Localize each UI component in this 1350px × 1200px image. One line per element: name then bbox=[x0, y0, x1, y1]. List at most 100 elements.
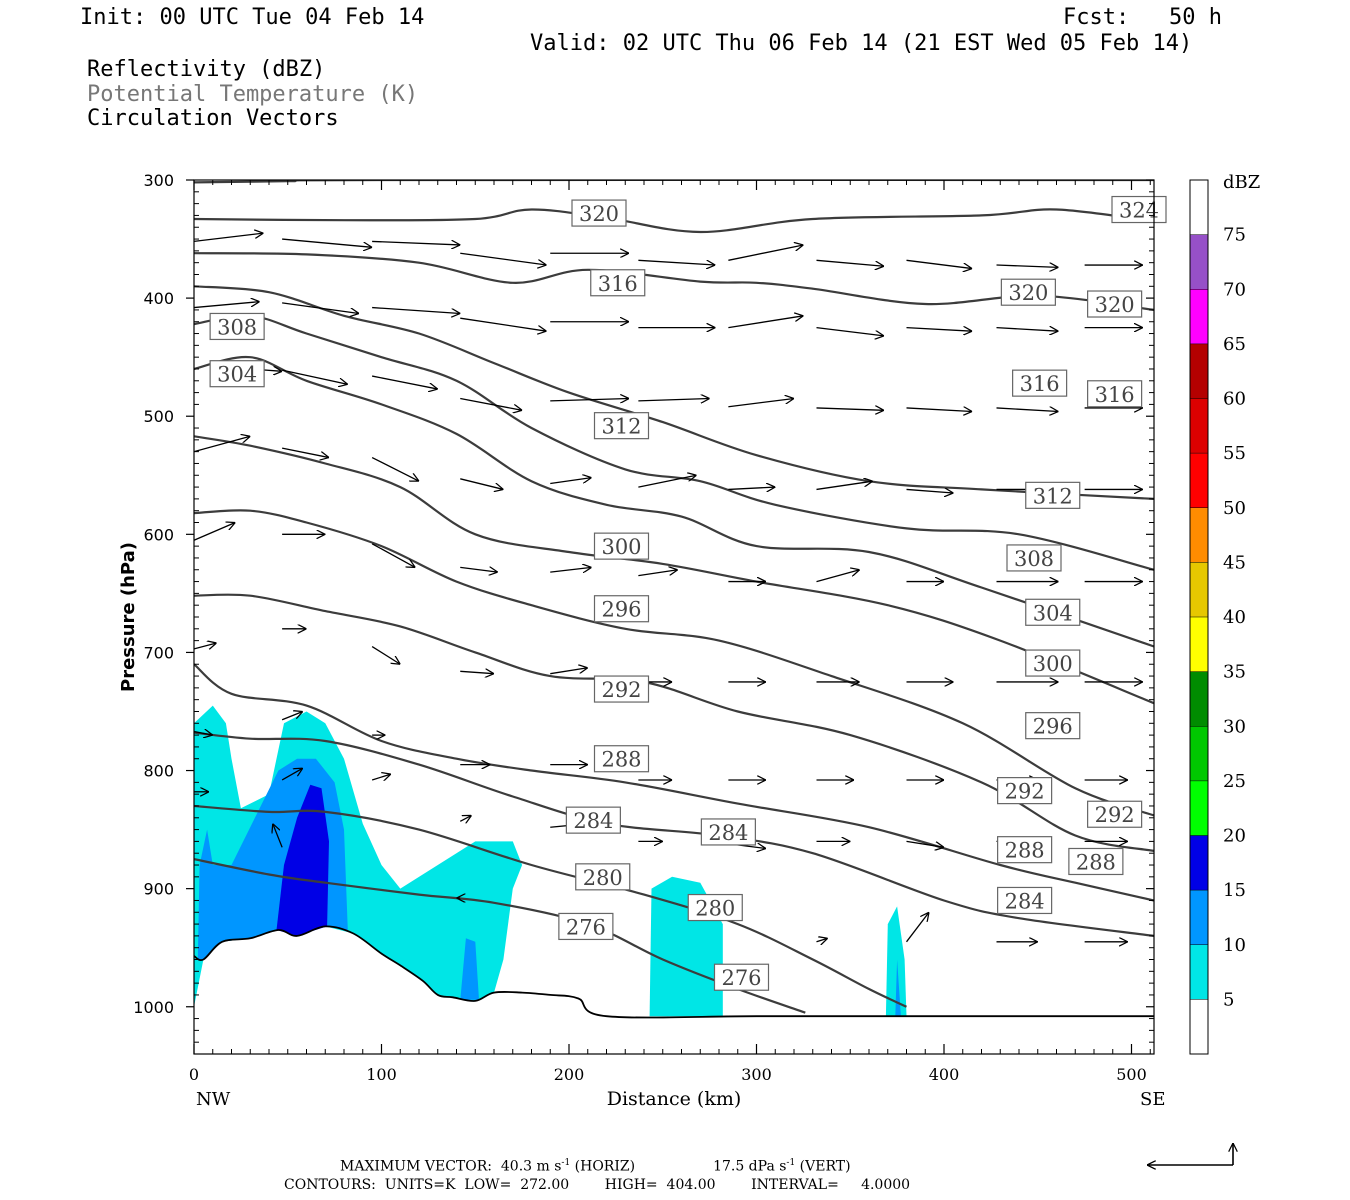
theta-label-text: 308 bbox=[217, 315, 257, 339]
field-label-theta: Potential Temperature (K) bbox=[87, 82, 419, 107]
theta-label-text: 316 bbox=[598, 272, 638, 296]
reflectivity-dbz10-region-1 bbox=[460, 938, 479, 1000]
theta-contour-284 bbox=[194, 731, 1154, 937]
theta-label-box bbox=[1025, 712, 1081, 740]
theta-label-text: 304 bbox=[1033, 601, 1073, 625]
theta-contour-312 bbox=[194, 285, 1154, 500]
theta-contour-316 bbox=[194, 252, 1154, 311]
circulation-vector bbox=[281, 711, 303, 721]
theta-label-288: 288 bbox=[997, 836, 1053, 864]
circulation-vector bbox=[282, 238, 372, 247]
circulation-vector bbox=[728, 399, 794, 408]
circulation-vector bbox=[906, 840, 945, 847]
y-axis-title: Pressure (hPa) bbox=[118, 542, 139, 692]
max-vector-horiz: MAXIMUM VECTOR: 40.3 m s bbox=[340, 1158, 562, 1175]
colorbar-label: 10 bbox=[1223, 935, 1246, 956]
field-label-reflectivity: Reflectivity (dBZ) bbox=[87, 57, 326, 82]
max-vector-line: MAXIMUM VECTOR: 40.3 m s-1 (HORIZ) 17.5 d… bbox=[340, 1158, 851, 1175]
x-end-label-left: NW bbox=[196, 1089, 231, 1110]
theta-contour-296 bbox=[194, 509, 1154, 817]
theta-label-box bbox=[1087, 380, 1143, 408]
colorbar-label: 75 bbox=[1223, 225, 1246, 246]
theta-contour-288 bbox=[194, 663, 1154, 902]
circulation-vector bbox=[638, 475, 696, 488]
colorbar-segment-55 bbox=[1190, 398, 1208, 454]
circulation-vector bbox=[282, 302, 359, 314]
theta-label-text: 284 bbox=[708, 821, 748, 845]
x-end-label-right: SE bbox=[1140, 1089, 1165, 1110]
theta-label-text: 320 bbox=[1095, 293, 1135, 317]
theta-label-text: 296 bbox=[601, 598, 641, 622]
y-tick-label: 500 bbox=[143, 407, 174, 426]
circulation-vector bbox=[194, 233, 263, 243]
theta-label-box bbox=[700, 818, 756, 846]
circulation-vector bbox=[371, 645, 400, 665]
y-tick-label: 800 bbox=[143, 762, 174, 781]
theta-label-316: 316 bbox=[590, 269, 646, 297]
theta-label-304: 304 bbox=[1025, 598, 1081, 626]
x-tick-label: 100 bbox=[366, 1065, 397, 1084]
colorbar-segment-30 bbox=[1190, 671, 1208, 727]
colorbar-label: 55 bbox=[1223, 443, 1246, 464]
theta-label-280: 280 bbox=[575, 863, 631, 891]
theta-label-box bbox=[575, 863, 631, 891]
theta-label-text: 288 bbox=[601, 748, 641, 772]
circulation-vector bbox=[996, 408, 1059, 412]
theta-label-box bbox=[687, 893, 743, 922]
theta-label-text: 300 bbox=[601, 535, 641, 559]
circulation-vector bbox=[905, 912, 930, 943]
theta-label-text: 276 bbox=[566, 915, 606, 939]
circulation-vector bbox=[906, 328, 973, 332]
colorbar-unit: dBZ bbox=[1223, 172, 1260, 193]
circulation-vector bbox=[906, 489, 954, 493]
y-tick-label: 900 bbox=[143, 880, 174, 899]
circulation-vector bbox=[816, 408, 885, 410]
theta-label-box bbox=[1025, 649, 1081, 677]
circulation-vector bbox=[816, 259, 885, 266]
theta-label-text: 308 bbox=[1014, 547, 1054, 571]
circulation-vector bbox=[906, 408, 973, 412]
circulation-vector bbox=[371, 774, 391, 780]
theta-label-276: 276 bbox=[713, 963, 770, 991]
theta-label-288: 288 bbox=[1068, 847, 1124, 876]
x-tick-label: 500 bbox=[1116, 1065, 1147, 1084]
theta-label-box bbox=[1111, 195, 1167, 224]
theta-label-304: 304 bbox=[209, 360, 265, 388]
y-tick-label: 300 bbox=[143, 171, 174, 190]
theta-label-text: 284 bbox=[1005, 889, 1045, 913]
theta-label-text: 324 bbox=[1119, 199, 1159, 223]
terrain-line bbox=[194, 925, 1154, 1019]
colorbar-label: 50 bbox=[1223, 498, 1246, 519]
circulation-vector bbox=[273, 824, 283, 848]
theta-label-320: 320 bbox=[571, 199, 627, 227]
circulation-vector bbox=[372, 306, 460, 314]
theta-label-box bbox=[593, 412, 650, 440]
circulation-vector bbox=[460, 567, 498, 572]
circulation-vector bbox=[371, 456, 419, 482]
theta-contour-276 bbox=[194, 858, 806, 1014]
circulation-vector bbox=[460, 671, 494, 673]
x-tick-label: 300 bbox=[741, 1065, 772, 1084]
colorbar-segment-65 bbox=[1190, 289, 1208, 344]
theta-contour-308 bbox=[194, 314, 1154, 571]
theta-label-312: 312 bbox=[1025, 481, 1081, 509]
circulation-vector bbox=[816, 481, 873, 491]
field-label-vectors: Circulation Vectors bbox=[87, 106, 339, 131]
theta-label-284: 284 bbox=[997, 886, 1053, 915]
colorbar-label: 5 bbox=[1223, 989, 1234, 1010]
colorbar-label: 40 bbox=[1223, 607, 1246, 628]
theta-contour-320 bbox=[194, 208, 1154, 234]
theta-label-284: 284 bbox=[565, 806, 621, 834]
circulation-vector bbox=[728, 316, 803, 329]
theta-label-320: 320 bbox=[1000, 278, 1056, 306]
theta-label-308: 308 bbox=[209, 312, 265, 341]
x-tick-label: 0 bbox=[189, 1065, 199, 1084]
circulation-vector bbox=[281, 447, 329, 457]
theta-label-text: 320 bbox=[579, 202, 619, 226]
colorbar-segment-20 bbox=[1190, 780, 1208, 836]
colorbar-label: 30 bbox=[1223, 716, 1246, 737]
theta-label-300: 300 bbox=[593, 532, 650, 560]
circulation-vector bbox=[906, 259, 973, 268]
circulation-vector bbox=[459, 815, 471, 821]
circulation-vector bbox=[816, 570, 860, 583]
